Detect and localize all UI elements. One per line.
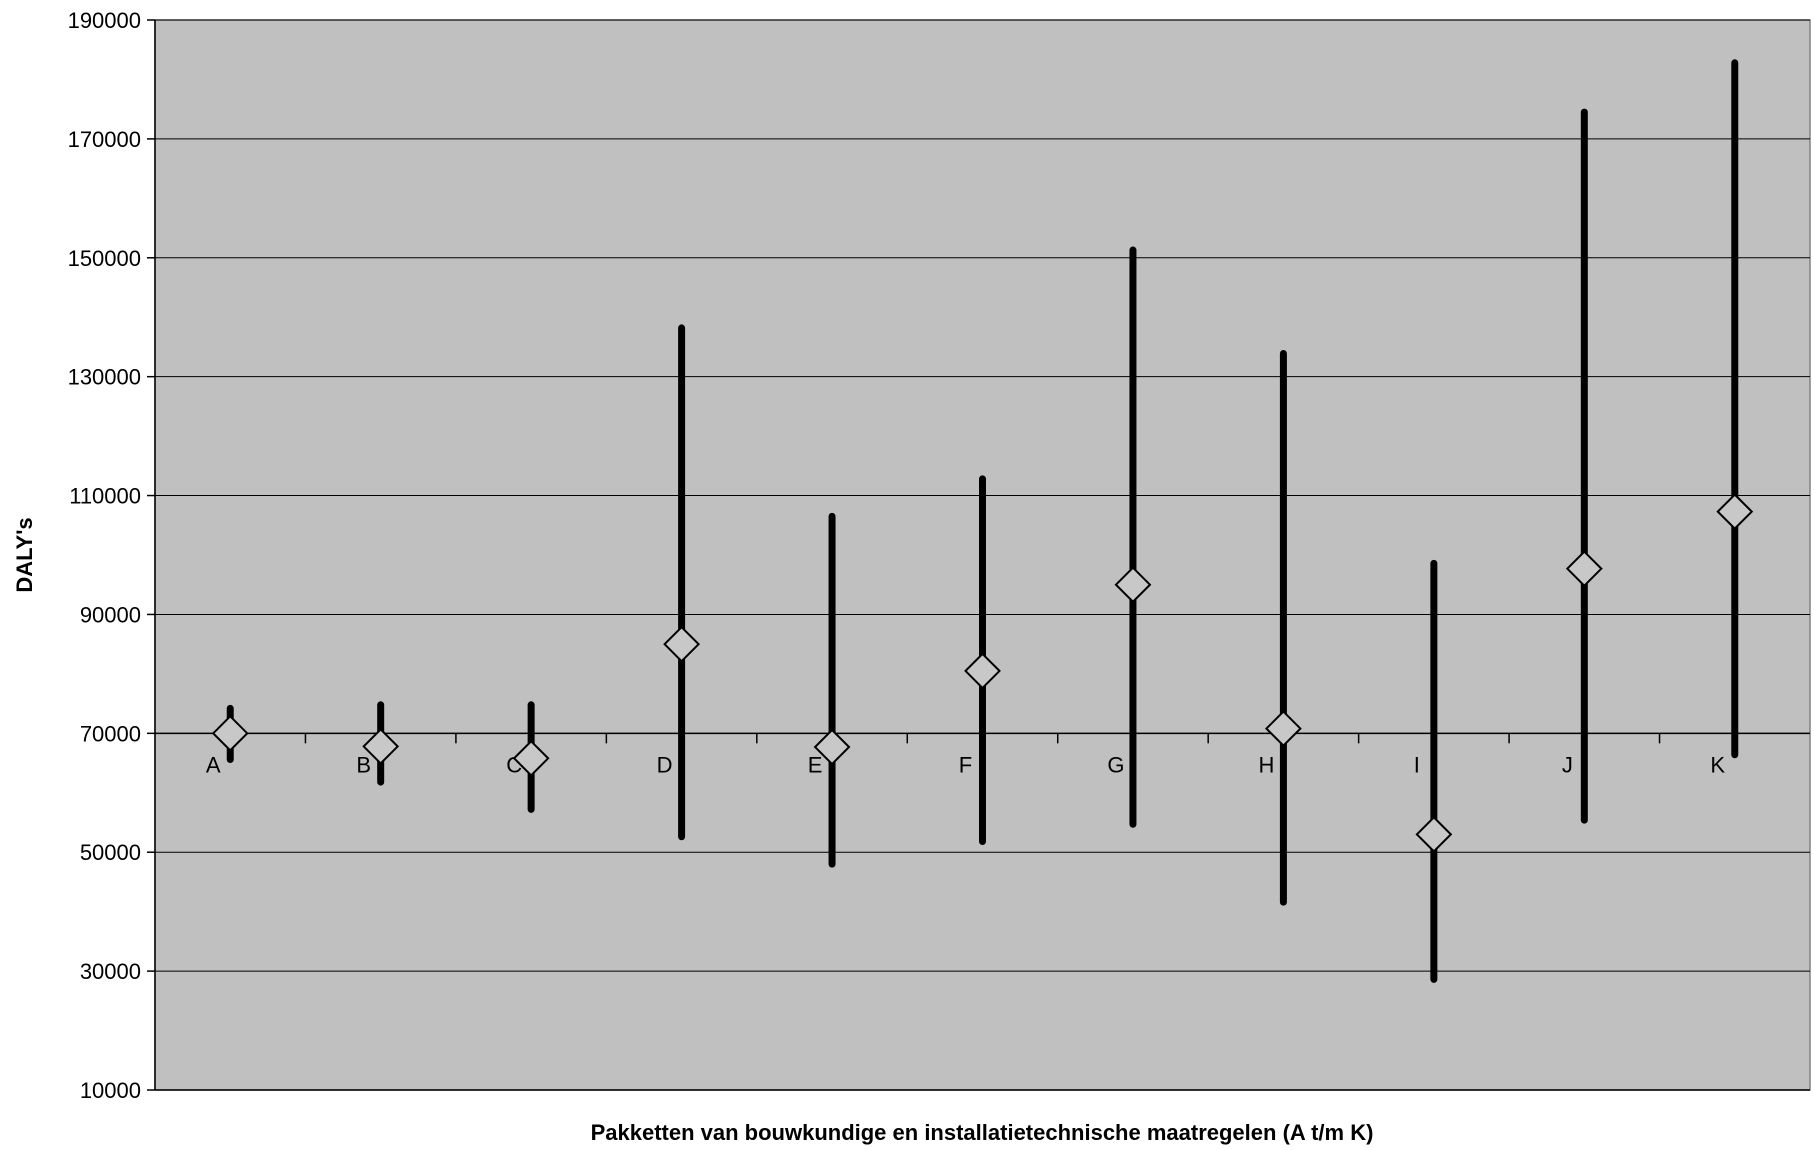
y-tick-label: 130000 bbox=[68, 365, 141, 390]
y-tick-label: 150000 bbox=[68, 246, 141, 271]
mean-markers bbox=[211, 493, 1754, 853]
y-tick-label: 30000 bbox=[80, 959, 141, 984]
x-tick-label: I bbox=[1414, 752, 1420, 777]
x-axis-title: Pakketten van bouwkundige en installatie… bbox=[591, 1120, 1374, 1145]
y-axis: 10000 30000 50000 70000 90000 110000 130000 150… bbox=[68, 8, 156, 1103]
x-tick-label: G bbox=[1107, 752, 1124, 777]
mean-marker bbox=[813, 728, 851, 766]
y-axis-title: DALY's bbox=[12, 517, 37, 592]
mean-marker bbox=[1114, 566, 1152, 604]
x-tick-label: B bbox=[356, 752, 371, 777]
y-tick-label: 90000 bbox=[80, 602, 141, 627]
range-bars bbox=[226, 59, 1739, 983]
x-tick-label: D bbox=[657, 752, 673, 777]
y-tick-label: 50000 bbox=[80, 840, 141, 865]
mean-marker bbox=[1716, 493, 1754, 531]
y-tick-label: 70000 bbox=[80, 721, 141, 746]
mean-marker bbox=[964, 652, 1001, 690]
mean-marker bbox=[1415, 815, 1453, 853]
x-tick-label: E bbox=[808, 752, 823, 777]
gridlines bbox=[155, 19, 1810, 1091]
x-tick-label: J bbox=[1562, 752, 1573, 777]
y-tick-label: 170000 bbox=[68, 127, 141, 152]
y-tick-label: 110000 bbox=[69, 484, 141, 509]
mean-marker bbox=[362, 727, 400, 765]
mean-marker bbox=[663, 625, 701, 663]
x-tick-label: H bbox=[1258, 752, 1274, 777]
x-tick-label: F bbox=[959, 752, 972, 777]
y-tick-label: 190000 bbox=[68, 8, 141, 33]
mean-marker bbox=[512, 739, 550, 777]
y-tick-label: 10000 bbox=[80, 1078, 141, 1103]
mean-marker bbox=[211, 714, 249, 752]
x-tick-label: K bbox=[1710, 752, 1725, 777]
mean-marker bbox=[1565, 550, 1603, 588]
mean-marker bbox=[1264, 710, 1302, 747]
x-tick-label: A bbox=[206, 752, 221, 777]
